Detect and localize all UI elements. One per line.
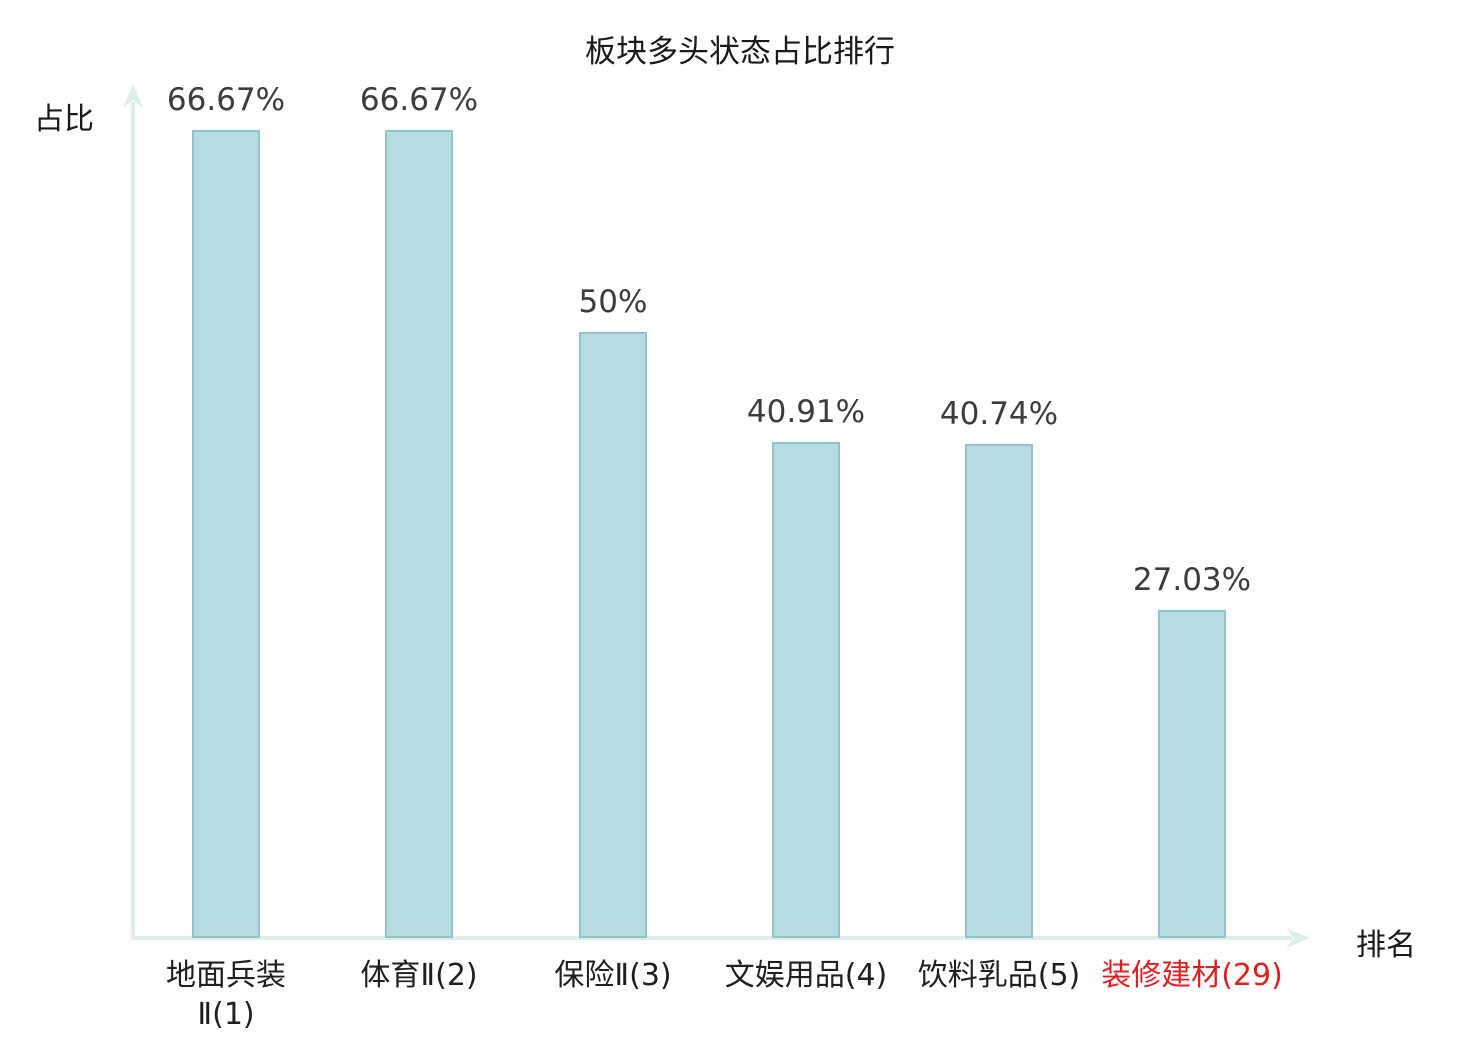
bar-category-label: 体育Ⅱ(2) <box>360 958 478 993</box>
bar-category-label: 文娱用品(4) <box>724 958 888 993</box>
bar <box>385 130 453 938</box>
bar <box>192 130 260 938</box>
bar-value-label: 27.03% <box>1132 562 1252 598</box>
bar-category-label: 地面兵装 Ⅱ(1) <box>166 958 286 1032</box>
bar <box>1158 610 1226 938</box>
bar-value-label: 50% <box>578 284 648 320</box>
x-axis-label: 排名 <box>1356 928 1416 963</box>
bar-value-label: 40.74% <box>939 396 1059 432</box>
bar <box>772 442 840 938</box>
bar-category-label: 饮料乳品(5) <box>917 958 1081 993</box>
bar-category-label: 保险Ⅱ(3) <box>554 958 672 993</box>
bar-value-label: 66.67% <box>359 82 479 118</box>
bar <box>965 444 1033 938</box>
y-axis-label: 占比 <box>34 102 94 137</box>
bar-value-label: 40.91% <box>746 394 866 430</box>
bar-category-label: 装修建材(29) <box>1101 958 1283 993</box>
chart-title: 板块多头状态占比排行 <box>585 34 895 70</box>
bar-value-label: 66.67% <box>166 82 286 118</box>
bar <box>579 332 647 938</box>
